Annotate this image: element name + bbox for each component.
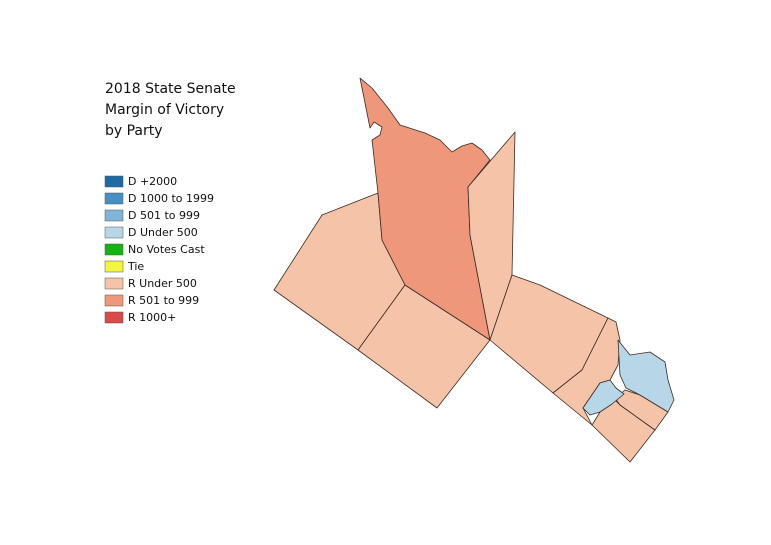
legend-label: D 501 to 999: [128, 209, 200, 222]
legend-swatch: [104, 175, 124, 188]
legend-swatch: [104, 192, 124, 205]
legend-label: R Under 500: [128, 277, 197, 290]
legend-swatch: [104, 277, 124, 290]
legend-label: Tie: [127, 260, 144, 273]
legend-label: D 1000 to 1999: [128, 192, 214, 205]
map-title: 2018 State Senate Margin of Victory by Par…: [105, 81, 236, 139]
legend-swatch: [104, 209, 124, 222]
legend-swatch: [104, 226, 124, 239]
legend-swatch: [104, 294, 124, 307]
legend-swatch: [104, 311, 124, 324]
district: [617, 339, 675, 413]
district: [582, 379, 625, 416]
regions: [273, 77, 675, 463]
legend-label: D Under 500: [128, 226, 198, 239]
title-line: by Party: [105, 123, 163, 139]
district: [552, 317, 621, 426]
legend-label: D +2000: [128, 175, 177, 188]
legend-label: R 1000+: [128, 311, 176, 324]
title-line: 2018 State Senate: [105, 81, 236, 97]
legend-label: R 501 to 999: [128, 294, 199, 307]
legend-swatch: [104, 243, 124, 256]
legend-label: No Votes Cast: [128, 243, 205, 256]
legend-swatch: [104, 260, 124, 273]
title-line: Margin of Victory: [105, 102, 224, 118]
legend: D +2000 D 1000 to 1999 D 501 to 999 D Under…: [104, 175, 214, 324]
